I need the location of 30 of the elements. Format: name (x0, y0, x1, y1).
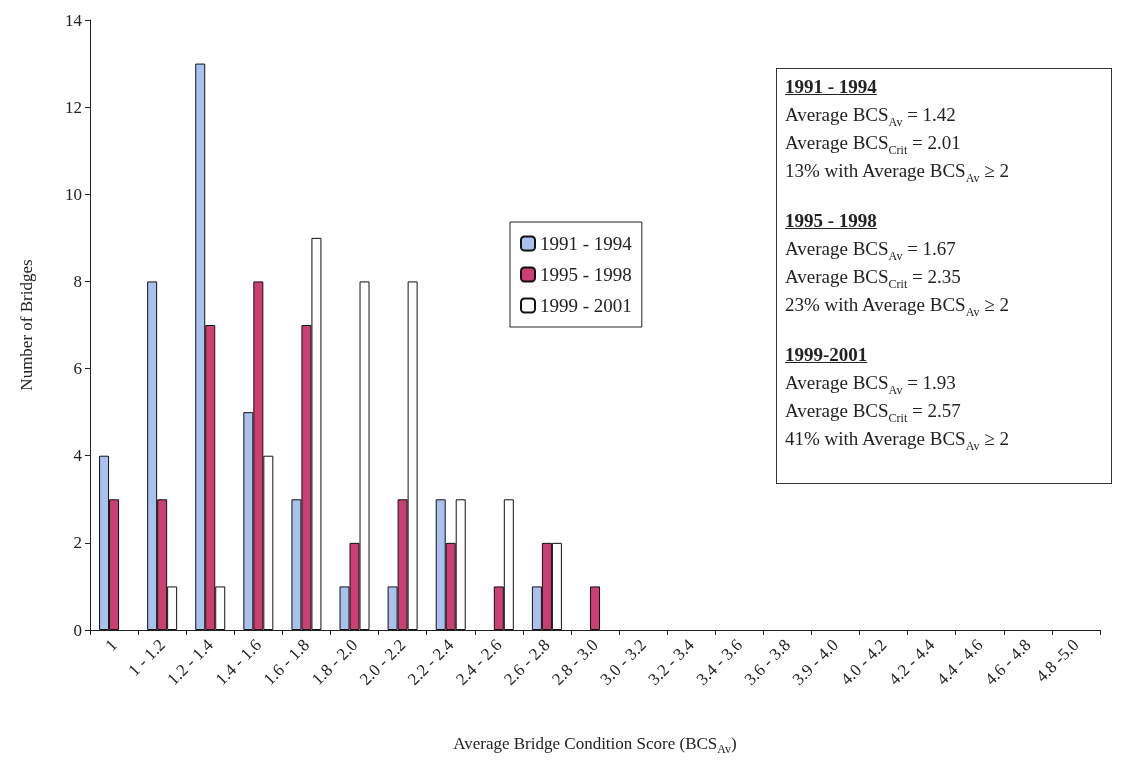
annotation: Average BCS$_{Av}$ = 1.93 (785, 371, 957, 397)
y-tick-label: 0 (73, 620, 82, 640)
annotation: Average BCS$_{Crit}$ = 2.01 (785, 131, 962, 157)
annotation: Average BCS$_{Av}$ = 1.67 (785, 237, 957, 263)
y-tick-label: 14 (65, 10, 83, 30)
annotation: 13% with Average BCS$_{Av}$ ≥ 2 (785, 159, 1010, 185)
annotation: 1991 - 1994 (785, 75, 878, 99)
legend-label: 1991 - 1994 (540, 233, 633, 254)
x-tick-label: 1 - 1.2 (124, 635, 169, 680)
y-tick-label: 10 (65, 184, 82, 204)
legend-label: 1999 - 2001 (540, 295, 632, 316)
annotation: Average BCS$_{Crit}$ = 2.57 (785, 399, 962, 425)
x-tick-label: 4.0 - 4.2 (836, 635, 891, 689)
y-tick-label: 4 (73, 446, 83, 466)
legend-label: 1995 - 1998 (540, 264, 632, 285)
y-tick-label: 6 (73, 359, 82, 379)
x-tick-label: 4.8 -5.0 (1032, 635, 1083, 686)
y-axis-title: Number of Bridges (17, 259, 36, 391)
y-tick-label: 12 (65, 97, 82, 117)
y-tick-label: 2 (73, 533, 82, 553)
annotation: 23% with Average BCS$_{Av}$ ≥ 2 (785, 293, 1010, 319)
annotation: 1995 - 1998 (785, 209, 878, 233)
annotation: Average BCS$_{Av}$ = 1.42 (785, 103, 957, 129)
x-axis-title: Average Bridge Condition Score (BCS$_{Av}$) (452, 734, 738, 757)
bar (590, 586, 600, 630)
x-tick-label: 1 (101, 635, 121, 655)
annotation: 41% with Average BCS$_{Av}$ ≥ 2 (785, 427, 1010, 453)
annotation: 1999-2001 (785, 343, 869, 367)
y-tick-label: 8 (73, 271, 82, 291)
annotation: Average BCS$_{Crit}$ = 2.35 (785, 265, 962, 291)
